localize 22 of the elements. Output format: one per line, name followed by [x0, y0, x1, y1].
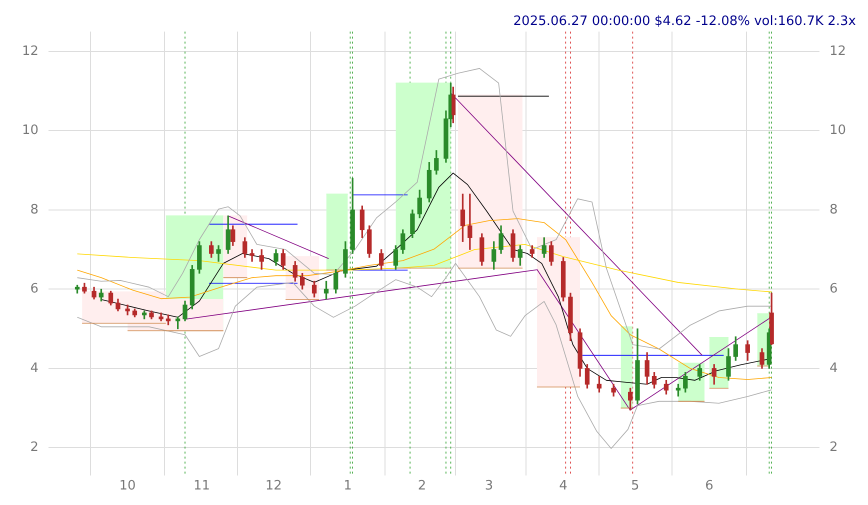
y2-tick-label: 2 — [829, 440, 838, 456]
x-tick-label: 11 — [193, 478, 210, 494]
x-tick-label: 6 — [705, 478, 714, 494]
x-tick-label: 12 — [265, 478, 282, 494]
y-tick-label: 10 — [22, 123, 39, 138]
y2-tick-label: 8 — [829, 202, 838, 218]
chart-title: 2025.06.27 00:00:00 $4.62 -12.08% vol:160.7K 2.3x — [513, 14, 856, 30]
y2-tick-label: 6 — [829, 282, 838, 297]
x-tick-label: 2 — [418, 478, 426, 494]
x-tick-label: 1 — [344, 478, 352, 494]
x-tick-label: 5 — [630, 478, 640, 494]
y2-tick-label: 4 — [829, 360, 838, 376]
y2-tick-label: 10 — [829, 123, 846, 138]
y-tick-label: 2 — [30, 440, 39, 456]
x-tick-label: 3 — [484, 478, 494, 494]
y-tick-label: 12 — [22, 44, 39, 59]
x-tick-label: 10 — [119, 478, 136, 494]
y-tick-label: 6 — [30, 282, 39, 297]
y-tick-label: 4 — [30, 360, 39, 376]
y-tick-label: 8 — [30, 202, 39, 218]
y2-tick-label: 12 — [829, 44, 846, 59]
x-tick-label: 4 — [559, 478, 568, 494]
